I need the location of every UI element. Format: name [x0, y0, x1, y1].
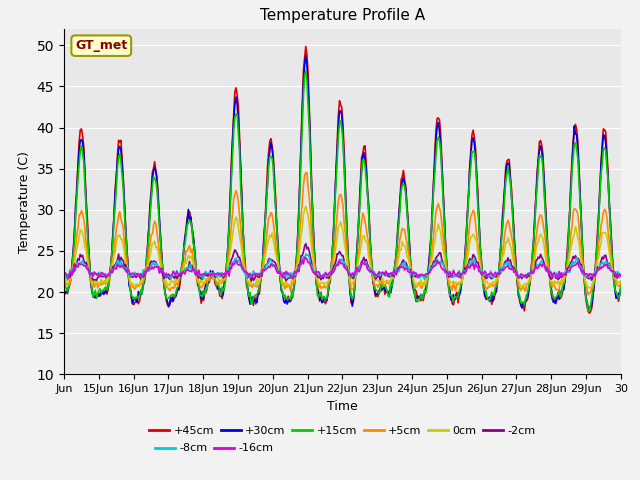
Y-axis label: Temperature (C): Temperature (C)	[18, 151, 31, 252]
-8cm	[234, 260, 241, 265]
Line: -16cm: -16cm	[64, 257, 621, 279]
+15cm	[586, 308, 593, 314]
0cm	[295, 254, 303, 260]
0cm	[399, 242, 407, 248]
-8cm	[302, 251, 310, 257]
+30cm	[302, 53, 310, 59]
-16cm	[617, 273, 625, 278]
+45cm	[567, 179, 575, 185]
-16cm	[568, 264, 576, 270]
+45cm	[399, 168, 407, 173]
Line: +5cm: +5cm	[64, 173, 621, 295]
+30cm	[584, 306, 592, 312]
0cm	[617, 278, 625, 284]
-8cm	[472, 261, 479, 266]
-2cm	[401, 260, 408, 266]
0cm	[567, 245, 575, 251]
Line: +45cm: +45cm	[64, 47, 621, 313]
+5cm	[295, 240, 303, 245]
-8cm	[399, 263, 407, 268]
+30cm	[567, 186, 575, 192]
0cm	[373, 276, 381, 282]
+45cm	[295, 205, 303, 211]
+15cm	[617, 282, 625, 288]
+45cm	[470, 134, 478, 140]
0cm	[60, 279, 68, 285]
-16cm	[234, 261, 241, 266]
-8cm	[420, 276, 428, 282]
-8cm	[295, 264, 303, 270]
-2cm	[234, 251, 241, 257]
-2cm	[472, 256, 479, 262]
+5cm	[470, 209, 478, 215]
+5cm	[60, 280, 68, 286]
-8cm	[617, 273, 625, 278]
+5cm	[373, 282, 381, 288]
+45cm	[617, 291, 625, 297]
+5cm	[617, 278, 625, 284]
+15cm	[399, 181, 407, 187]
Legend: -8cm, -16cm: -8cm, -16cm	[150, 439, 278, 457]
-16cm	[301, 254, 308, 260]
+15cm	[470, 148, 478, 154]
0cm	[470, 233, 478, 239]
-16cm	[374, 271, 381, 277]
+45cm	[234, 93, 241, 98]
+15cm	[60, 286, 68, 292]
-2cm	[374, 271, 381, 277]
+15cm	[567, 194, 575, 200]
-2cm	[296, 261, 304, 266]
+15cm	[234, 111, 241, 117]
0cm	[586, 285, 593, 291]
+45cm	[302, 44, 310, 49]
-16cm	[296, 262, 304, 267]
+5cm	[234, 192, 241, 197]
Line: 0cm: 0cm	[64, 206, 621, 288]
+45cm	[60, 292, 68, 298]
-8cm	[568, 264, 576, 269]
+15cm	[302, 69, 310, 74]
-16cm	[401, 267, 408, 273]
+15cm	[373, 287, 381, 293]
+45cm	[373, 292, 381, 298]
-2cm	[617, 272, 625, 278]
-16cm	[289, 276, 297, 282]
+5cm	[567, 231, 575, 237]
-8cm	[373, 272, 381, 278]
-16cm	[60, 272, 68, 277]
Line: +30cm: +30cm	[64, 56, 621, 309]
-2cm	[60, 272, 68, 278]
+30cm	[399, 175, 407, 181]
+15cm	[295, 216, 303, 221]
Title: Temperature Profile A: Temperature Profile A	[260, 9, 425, 24]
+30cm	[295, 211, 303, 216]
0cm	[302, 204, 310, 209]
X-axis label: Time: Time	[327, 400, 358, 413]
+30cm	[234, 102, 241, 108]
+5cm	[399, 227, 407, 232]
-8cm	[60, 271, 68, 277]
+30cm	[60, 289, 68, 295]
Line: -8cm: -8cm	[64, 254, 621, 279]
+5cm	[302, 170, 310, 176]
+45cm	[586, 310, 593, 316]
+30cm	[617, 285, 625, 291]
0cm	[234, 216, 241, 222]
-2cm	[247, 278, 255, 284]
+5cm	[584, 292, 592, 298]
-16cm	[472, 261, 479, 267]
-2cm	[568, 258, 576, 264]
Text: GT_met: GT_met	[75, 39, 127, 52]
Line: +15cm: +15cm	[64, 72, 621, 311]
Line: -2cm: -2cm	[64, 244, 621, 281]
-2cm	[302, 241, 310, 247]
+30cm	[373, 291, 381, 297]
+30cm	[470, 140, 478, 146]
